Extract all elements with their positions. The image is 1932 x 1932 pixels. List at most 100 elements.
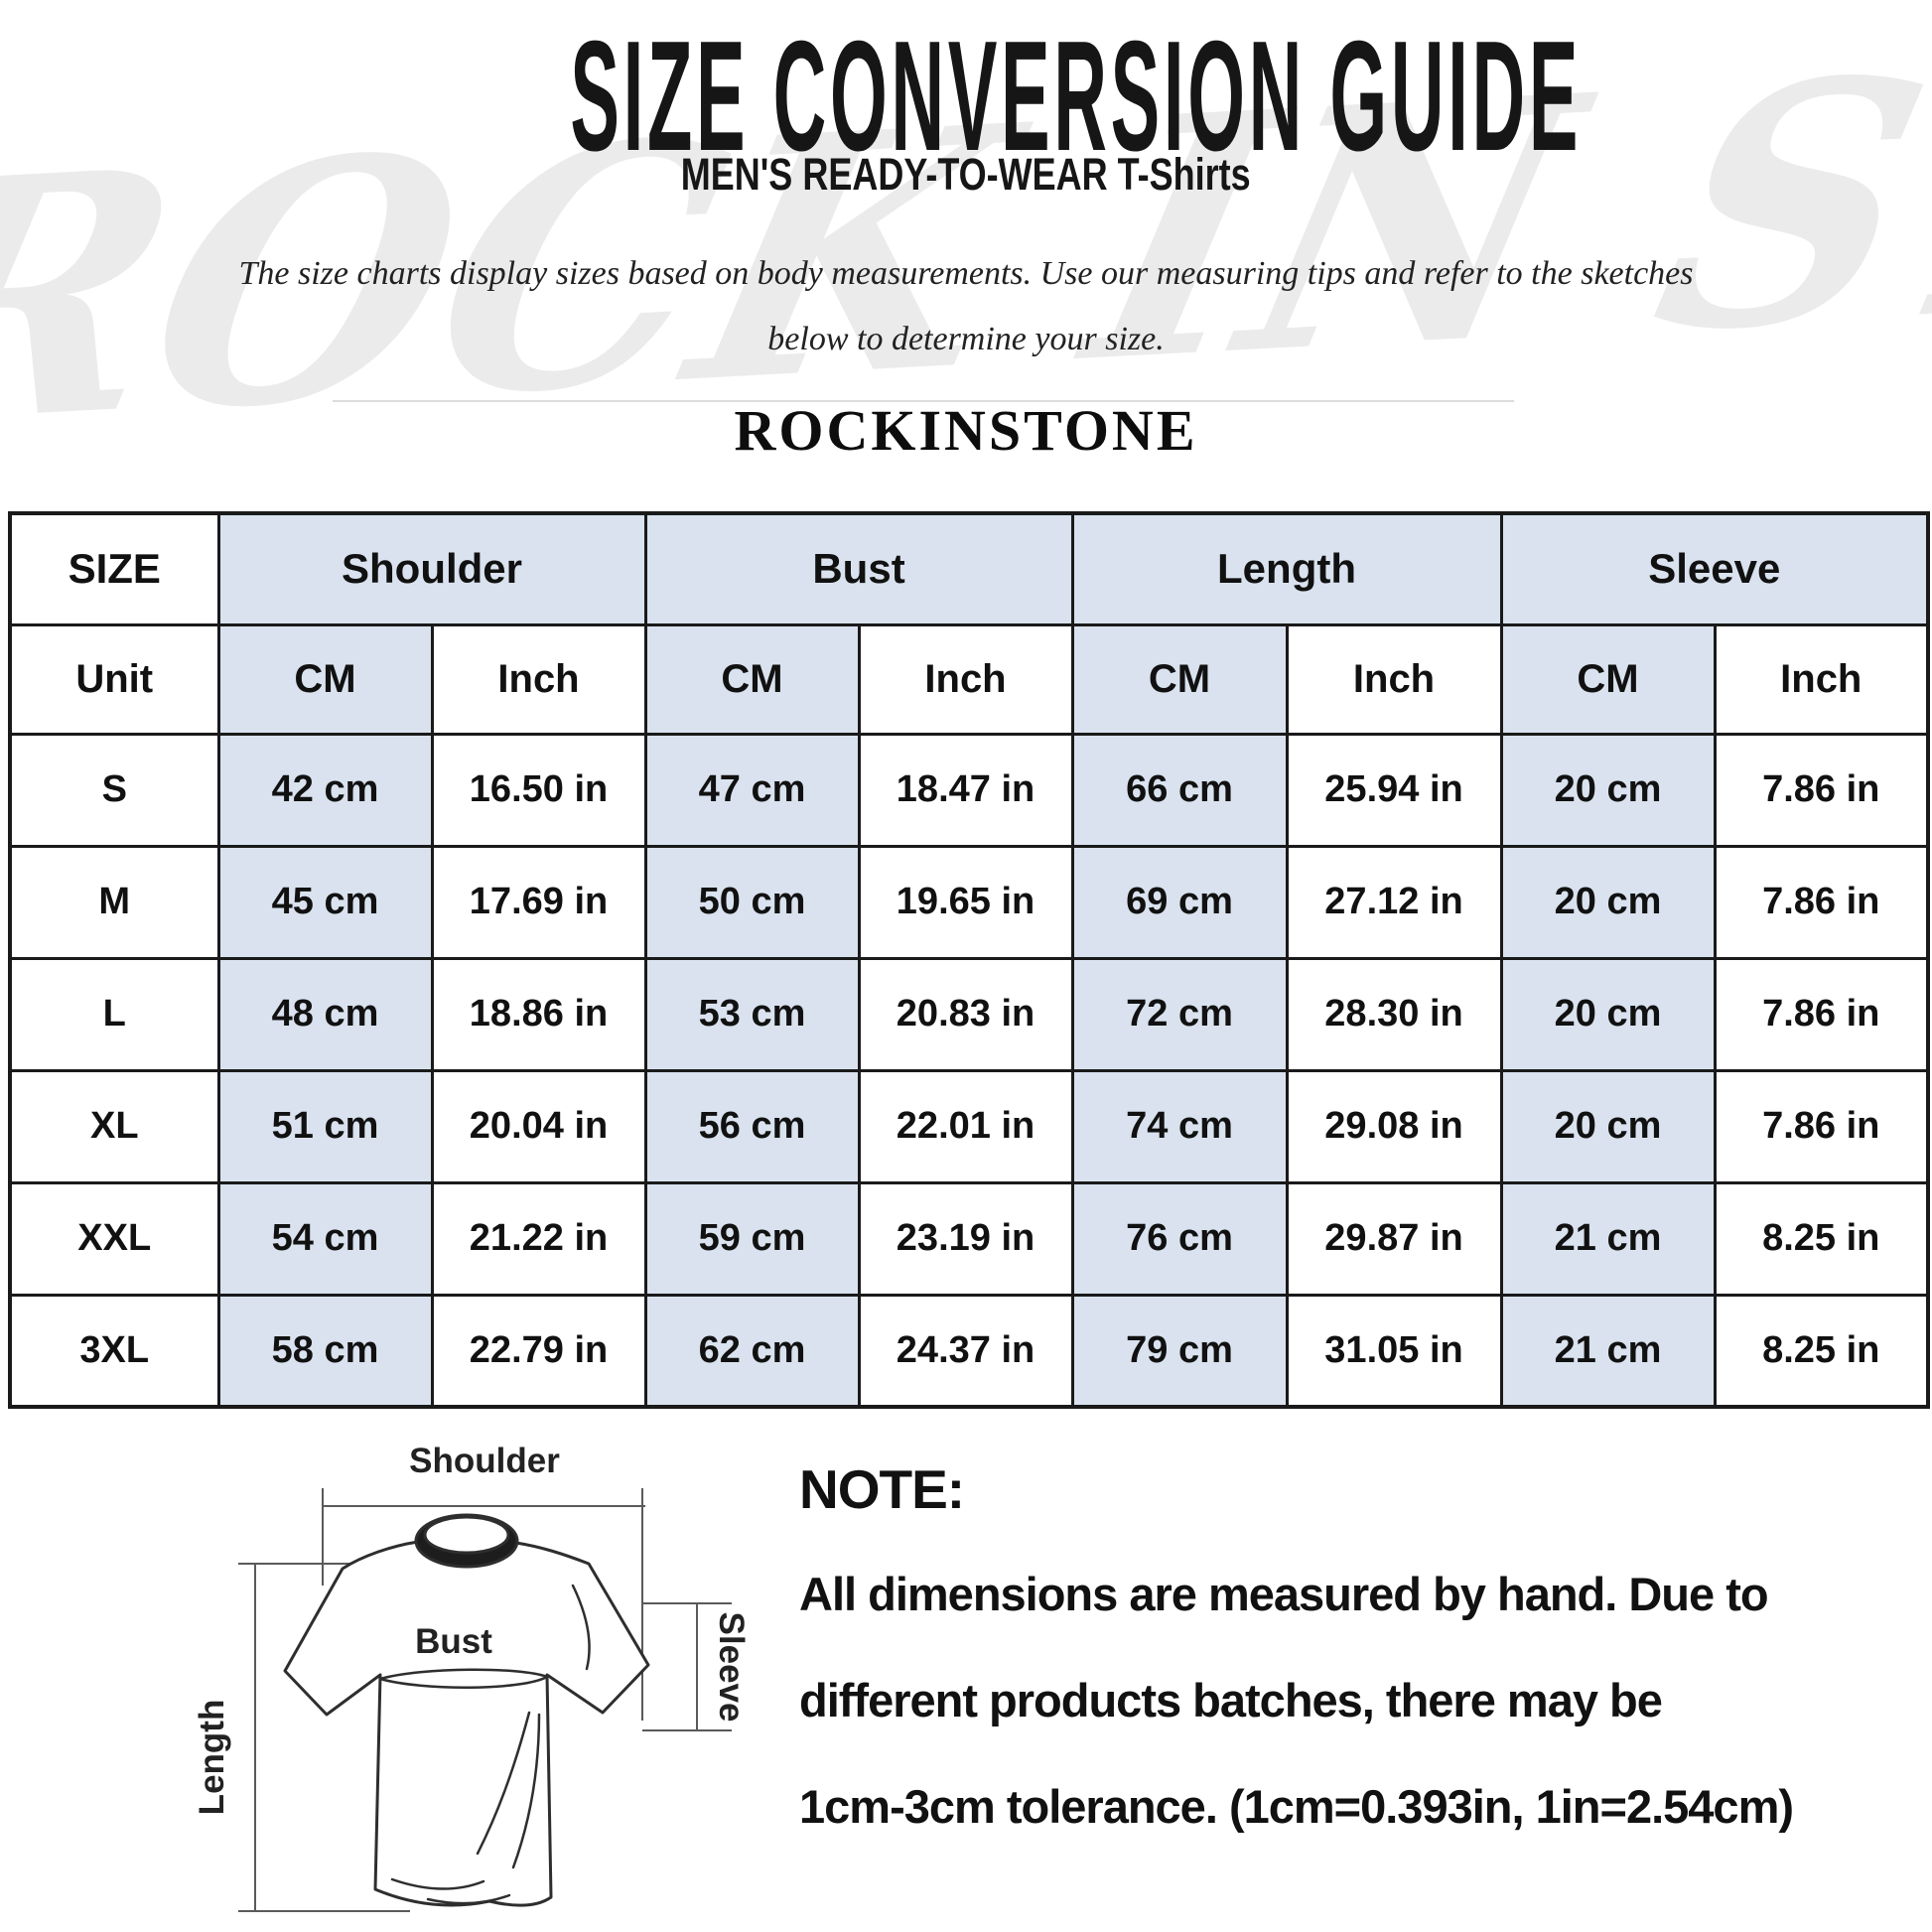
sleeve-cm-cell: 21 cm — [1499, 1293, 1717, 1409]
table-row: 3XL 58 cm 22.79 in 62 cm 24.37 in 79 cm … — [8, 1293, 1930, 1409]
bust-inch-cell: 24.37 in — [857, 1293, 1074, 1409]
sleeve-cm-cell: 20 cm — [1499, 732, 1717, 848]
bust-inch-cell: 20.83 in — [857, 956, 1074, 1072]
page-subtitle-text: MEN'S READY-TO-WEAR T-Shirts — [681, 149, 1251, 200]
note-line-3: 1cm-3cm tolerance. (1cm=0.393in, 1in=2.5… — [799, 1780, 1794, 1833]
sleeve-fold — [571, 1584, 591, 1671]
page-subtitle: MEN'S READY-TO-WEAR T-Shirts — [0, 149, 1932, 201]
shoulder-cm-cell: 58 cm — [216, 1293, 434, 1409]
size-label-cell: S — [8, 732, 220, 848]
unit-length-cm: CM — [1070, 622, 1289, 736]
bust-cm-cell: 56 cm — [643, 1068, 861, 1184]
unit-sleeve-inch: Inch — [1713, 622, 1930, 736]
size-conversion-table: SIZE Shoulder Bust Length Sleeve Unit CM… — [8, 511, 1931, 1409]
sleeve-cm-cell: 21 cm — [1499, 1180, 1717, 1297]
bust-line-lower — [378, 1675, 549, 1689]
unit-length-inch: Inch — [1285, 622, 1503, 736]
unit-shoulder-inch: Inch — [430, 622, 647, 736]
col-header-shoulder: Shoulder — [216, 511, 647, 626]
bust-cm-cell: 53 cm — [643, 956, 861, 1072]
unit-bust-cm: CM — [643, 622, 861, 736]
length-cm-cell: 79 cm — [1070, 1293, 1289, 1409]
bust-cm-cell: 47 cm — [643, 732, 861, 848]
sleeve-cm-cell: 20 cm — [1499, 1068, 1717, 1184]
shoulder-cm-cell: 51 cm — [216, 1068, 434, 1184]
note-heading: NOTE: — [799, 1458, 965, 1520]
length-inch-cell: 27.12 in — [1285, 844, 1503, 960]
shoulder-inch-cell: 21.22 in — [430, 1180, 647, 1297]
table-row: L 48 cm 18.86 in 53 cm 20.83 in 72 cm 28… — [8, 956, 1930, 1072]
length-cm-cell: 69 cm — [1070, 844, 1289, 960]
sleeve-inch-cell: 7.86 in — [1713, 732, 1930, 848]
bust-inch-cell: 19.65 in — [857, 844, 1074, 960]
bust-inch-cell: 23.19 in — [857, 1180, 1074, 1297]
table-row: M 45 cm 17.69 in 50 cm 19.65 in 69 cm 27… — [8, 844, 1930, 960]
page-title-text: SIZE CONVERSION GUIDE — [570, 9, 1583, 184]
sleeve-inch-cell: 7.86 in — [1713, 956, 1930, 1072]
note-line-1: All dimensions are measured by hand. Due… — [799, 1568, 1769, 1620]
shoulder-cm-cell: 48 cm — [216, 956, 434, 1072]
hem-fold-2 — [426, 1893, 511, 1905]
sleeve-inch-cell: 7.86 in — [1713, 844, 1930, 960]
drape-line-2 — [511, 1713, 541, 1869]
size-label-cell: XXL — [8, 1180, 220, 1297]
shoulder-inch-cell: 20.04 in — [430, 1068, 647, 1184]
col-header-sleeve: Sleeve — [1499, 511, 1930, 626]
shoulder-inch-cell: 18.86 in — [430, 956, 647, 1072]
size-label-cell: M — [8, 844, 220, 960]
col-header-size: SIZE — [8, 511, 220, 626]
tshirt-sketch: Shoulder Bust Length Sleeve — [194, 1442, 751, 1912]
size-label-cell: 3XL — [8, 1293, 220, 1409]
sketch-length-label: Length — [194, 1700, 231, 1816]
unit-bust-inch: Inch — [857, 622, 1074, 736]
length-cm-cell: 74 cm — [1070, 1068, 1289, 1184]
drape-line-1 — [476, 1711, 531, 1856]
sketch-shoulder-label: Shoulder — [409, 1442, 560, 1480]
table-unit-header-row: Unit CM Inch CM Inch CM Inch CM Inch — [8, 622, 1930, 736]
sleeve-inch-cell: 7.86 in — [1713, 1068, 1930, 1184]
unit-sleeve-cm: CM — [1499, 622, 1717, 736]
sleeve-inch-cell: 8.25 in — [1713, 1293, 1930, 1409]
description-line-1: The size charts display sizes based on b… — [238, 255, 1694, 292]
sketch-sleeve-label: Sleeve — [712, 1612, 751, 1723]
length-cm-cell: 76 cm — [1070, 1180, 1289, 1297]
shoulder-inch-cell: 17.69 in — [430, 844, 647, 960]
brand-divider-line — [333, 400, 1514, 402]
note-line-2: different products batches, there may be — [799, 1674, 1663, 1726]
length-inch-cell: 28.30 in — [1285, 956, 1503, 1072]
brand-name: ROCKINSTONE — [0, 397, 1932, 464]
length-cm-cell: 72 cm — [1070, 956, 1289, 1072]
length-inch-cell: 31.05 in — [1285, 1293, 1503, 1409]
hem-fold-1 — [390, 1877, 485, 1890]
col-header-bust: Bust — [643, 511, 1074, 626]
unit-shoulder-cm: CM — [216, 622, 434, 736]
table-row: XXL 54 cm 21.22 in 59 cm 23.19 in 76 cm … — [8, 1180, 1930, 1297]
note-block: NOTE: All dimensions are measured by han… — [799, 1457, 1926, 1885]
shoulder-inch-cell: 16.50 in — [430, 732, 647, 848]
sleeve-cm-cell: 20 cm — [1499, 956, 1717, 1072]
shoulder-cm-cell: 54 cm — [216, 1180, 434, 1297]
shoulder-inch-cell: 22.79 in — [430, 1293, 647, 1409]
brand-name-text: ROCKINSTONE — [734, 398, 1198, 463]
length-inch-cell: 29.08 in — [1285, 1068, 1503, 1184]
bust-line-upper — [378, 1668, 549, 1681]
shoulder-cm-cell: 45 cm — [216, 844, 434, 960]
sleeve-inch-cell: 8.25 in — [1713, 1180, 1930, 1297]
length-inch-cell: 25.94 in — [1285, 732, 1503, 848]
bust-cm-cell: 50 cm — [643, 844, 861, 960]
collar-inner — [423, 1515, 510, 1555]
table-row: XL 51 cm 20.04 in 56 cm 22.01 in 74 cm 2… — [8, 1068, 1930, 1184]
bust-inch-cell: 18.47 in — [857, 732, 1074, 848]
table-group-header-row: SIZE Shoulder Bust Length Sleeve — [8, 511, 1930, 626]
table-row: S 42 cm 16.50 in 47 cm 18.47 in 66 cm 25… — [8, 732, 1930, 848]
unit-header: Unit — [8, 622, 220, 736]
length-inch-cell: 29.87 in — [1285, 1180, 1503, 1297]
sketch-bust-label: Bust — [415, 1622, 492, 1661]
bust-inch-cell: 22.01 in — [857, 1068, 1074, 1184]
shoulder-cm-cell: 42 cm — [216, 732, 434, 848]
size-label-cell: XL — [8, 1068, 220, 1184]
col-header-length: Length — [1070, 511, 1503, 626]
description-line-2: below to determine your size. — [767, 321, 1165, 357]
bust-cm-cell: 59 cm — [643, 1180, 861, 1297]
description: The size charts display sizes based on b… — [0, 241, 1932, 372]
